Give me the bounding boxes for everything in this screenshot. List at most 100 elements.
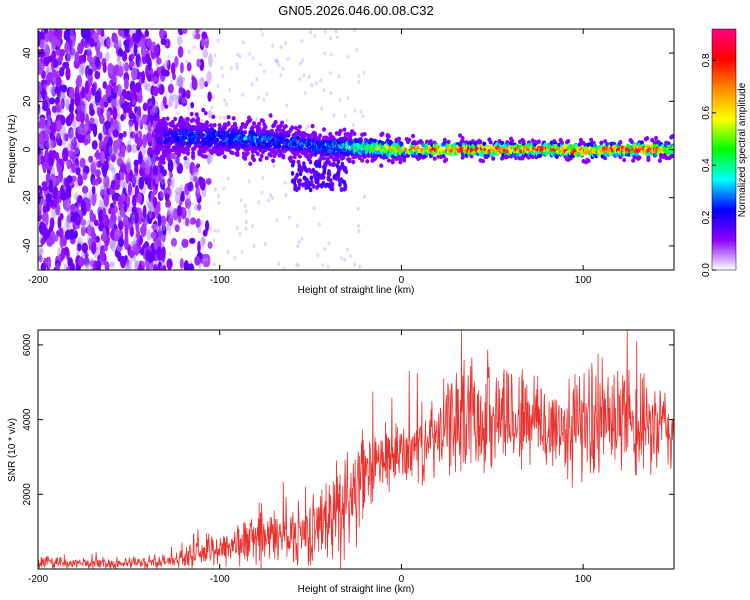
spectrogram-noise-cell [121, 103, 127, 110]
colorbar-tick-label: 0.0 [701, 263, 712, 277]
colorbar-tick-label: 0.4 [701, 158, 712, 172]
spectrogram-noise-cell [91, 83, 96, 97]
spectrogram-signal-cell [322, 156, 327, 161]
spectrogram-signal-cell [292, 179, 297, 185]
spectrogram-noise-cell [196, 203, 202, 211]
spectrogram-speckle [296, 244, 300, 249]
spectrogram-noise-cell [90, 161, 97, 175]
spectrogram-noise-cell [75, 166, 81, 176]
spectrogram-signal-cell [191, 117, 196, 123]
spectrogram-noise-cell [181, 76, 186, 83]
spectrogram-speckle [346, 96, 350, 101]
spectrogram-noise-cell [38, 222, 46, 235]
spectrogram-noise-cell [77, 202, 83, 209]
spectrogram-signal-cell [670, 153, 674, 159]
spectrogram-noise-cell [161, 68, 166, 77]
spectrogram-noise-cell [100, 184, 107, 196]
spectrogram-signal-cell [161, 160, 166, 165]
spectrogram-signal-cell [273, 119, 278, 125]
spectrogram-signal-cell [488, 140, 493, 145]
spectrogram-speckle [329, 36, 333, 41]
spectrogram-speckle [213, 228, 217, 233]
spectrogram-noise-cell [189, 161, 196, 176]
spectrogram-noise-cell [150, 231, 157, 239]
spectrogram-signal-cell [654, 136, 659, 141]
spectrogram-signal-cell [191, 150, 196, 156]
spectrogram-speckle [191, 73, 195, 78]
spectrogram-noise-cell [94, 151, 101, 159]
spectrogram-noise-cell [175, 155, 180, 165]
spectrogram-noise-cell [120, 144, 126, 158]
spectrogram-noise-cell [157, 213, 162, 228]
spectrogram-speckle [261, 32, 265, 37]
spectrogram-speckle [255, 77, 259, 82]
spectrogram-speckle [260, 190, 264, 195]
spectrogram-noise-cell [81, 201, 86, 214]
spectrogram-noise-cell [38, 30, 41, 41]
spectrogram-noise-cell [53, 59, 59, 68]
spectrogram-noise-cell [138, 151, 143, 165]
spectrogram-signal-cell [510, 138, 515, 144]
spectrogram-speckle [298, 77, 302, 82]
y-tick-label: 40 [22, 47, 33, 59]
spectrogram-noise-cell [201, 234, 206, 248]
spectrogram-speckle [312, 206, 316, 211]
spectrogram-speckle [271, 195, 275, 200]
spectrogram-speckle [357, 79, 361, 84]
spectrogram-speckle [351, 123, 355, 128]
spectrogram-noise-cell [58, 227, 64, 239]
spectrogram-signal-cell [283, 124, 288, 129]
spectrogram-noise-cell [189, 217, 197, 225]
spectrogram-speckle [164, 93, 168, 98]
spectrogram-speckle [175, 218, 179, 223]
spectrogram-noise-cell [146, 156, 152, 169]
spectrogram-speckle [241, 92, 245, 97]
spectrogram-signal-cell [441, 153, 446, 159]
spectrogram-signal-cell [301, 135, 306, 141]
spectrogram-signal-cell [155, 156, 160, 161]
spectrogram-noise-cell [145, 53, 151, 65]
spectrogram-noise-cell [164, 59, 170, 67]
spectrogram-noise-cell [41, 181, 48, 188]
spectrogram-speckle [222, 186, 226, 191]
spectrogram-signal-cell [311, 183, 316, 189]
spectrogram-noise-cell [75, 142, 81, 149]
spectrogram-noise-cell [128, 44, 134, 53]
spectrogram-noise-cell [136, 115, 142, 122]
spectrogram-signal-cell [248, 117, 253, 122]
figure-title: GN05.2026.046.00.08.C32 [278, 3, 433, 18]
spectrogram-speckle [212, 238, 216, 243]
spectrogram-noise-cell [177, 46, 184, 58]
spectrogram-noise-cell [168, 93, 174, 108]
spectrogram-noise-cell [94, 70, 101, 80]
spectrogram-signal-cell [165, 116, 170, 121]
spectrogram-signal-cell [231, 116, 236, 121]
spectrogram-noise-cell [69, 87, 75, 99]
spectrogram-noise-cell [70, 142, 76, 151]
spectrogram-noise-cell [131, 194, 137, 207]
spectrogram-noise-cell [66, 222, 72, 232]
spectrogram-speckle [240, 250, 244, 255]
spectrogram-noise-cell [42, 99, 49, 112]
spectrogram-speckle [329, 91, 333, 96]
spectrogram-signal-cell [292, 154, 297, 160]
spectrogram-noise-cell [85, 198, 91, 212]
spectrogram-speckle [277, 261, 281, 266]
spectrogram-noise-cell [176, 162, 184, 175]
spectrogram-noise-cell [62, 136, 67, 147]
spectrogram-noise-cell [120, 114, 125, 122]
spectrogram-signal-cell [215, 137, 220, 143]
spectrogram-signal-cell [402, 156, 407, 162]
x-tick-label: -100 [210, 574, 230, 585]
spectrogram-noise-cell [187, 181, 194, 192]
spectrogram-signal-cell [650, 137, 655, 143]
spectrogram-noise-cell [55, 76, 62, 88]
spectrogram-noise-cell [160, 175, 166, 185]
spectrogram-speckle [221, 74, 225, 79]
spectrogram-noise-cell [79, 110, 85, 124]
spectrogram-signal-cell [303, 181, 308, 187]
spectrogram-speckle [243, 203, 247, 208]
spectrogram-signal-cell [313, 131, 318, 137]
spectrogram-noise-cell [147, 201, 154, 212]
spectrogram-noise-cell [113, 42, 118, 49]
